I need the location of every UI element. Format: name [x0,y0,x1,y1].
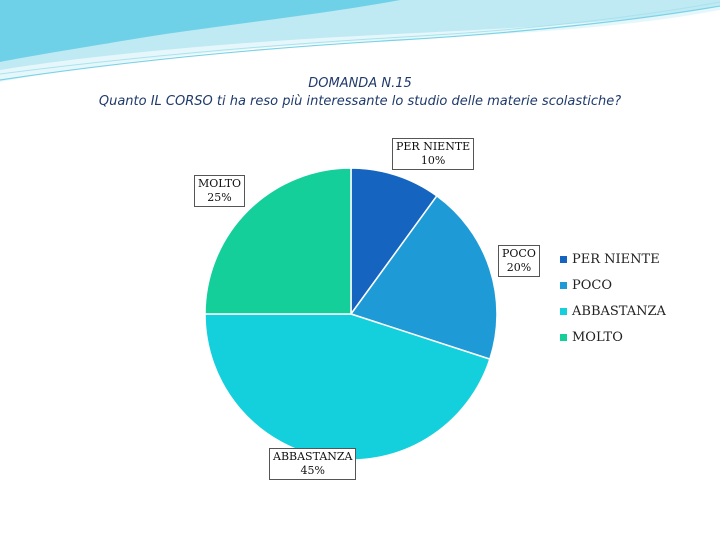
legend-swatch-per-niente [560,255,567,263]
pie-slice-molto [204,167,352,315]
legend-swatch-abbastanza [560,307,567,315]
legend-item-poco: POCO [560,272,666,298]
data-label-abbastanza: ABBASTANZA 45% [269,448,357,480]
legend-swatch-poco [560,281,567,289]
data-label-poco-value: 20% [506,261,532,274]
data-label-molto-name: MOLTO [198,177,242,190]
pie-slice-poco [349,194,498,361]
legend-label-molto: MOLTO [572,329,623,345]
chart-legend: PER NIENTE POCO ABBASTANZA MOLTO [560,246,666,350]
data-label-abbastanza-value: 45% [300,464,325,477]
legend-item-molto: MOLTO [560,324,666,350]
legend-label-poco: POCO [572,277,613,293]
legend-swatch-molto [560,333,567,341]
header-wave-decoration [0,0,720,82]
data-label-poco: POCO 20% [498,245,540,277]
data-label-molto-value: 25% [207,191,232,204]
data-label-abbastanza-name: ABBASTANZA [273,450,353,463]
data-label-per-niente-value: 10% [420,154,446,167]
legend-label-per-niente: PER NIENTE [572,251,660,267]
legend-label-abbastanza: ABBASTANZA [572,303,666,319]
legend-item-per-niente: PER NIENTE [560,246,666,272]
data-label-poco-name: POCO [502,247,536,260]
pie-slice-per-niente [350,167,438,317]
data-label-per-niente: PER NIENTE 10% [392,138,475,170]
data-label-per-niente-name: PER NIENTE [396,140,471,153]
slide-title-line-1: DOMANDA N.15 [308,76,412,91]
slide-title-line-2: Quanto IL CORSO ti ha reso più interessa… [98,94,622,109]
legend-item-abbastanza: ABBASTANZA [560,298,666,324]
data-label-molto: MOLTO 25% [194,175,246,207]
